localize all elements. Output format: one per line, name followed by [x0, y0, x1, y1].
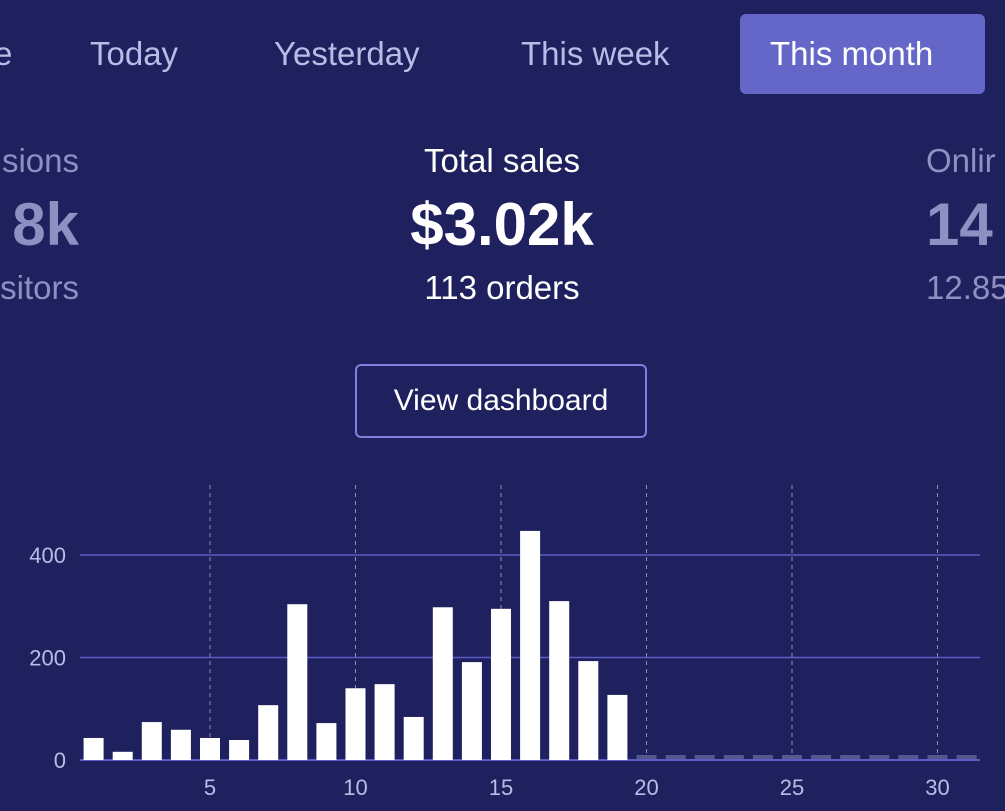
placeholder-bar [694, 755, 715, 759]
tab-today[interactable]: Today [90, 35, 179, 72]
placeholder-bar [956, 755, 977, 759]
stat-label: sions [1, 142, 79, 179]
stat-value: 8k [12, 191, 79, 258]
placeholder-bar [840, 755, 861, 759]
chart-bar [520, 530, 541, 760]
tab-yesterday[interactable]: Yesterday [274, 35, 420, 72]
stat-sub: 113 orders [424, 269, 580, 306]
stat-online: Onlir 14 12.85 [926, 142, 1005, 307]
stat-value: 14 [926, 191, 993, 258]
view-dashboard-button[interactable]: View dashboard [355, 364, 647, 438]
tab-this-week[interactable]: This week [521, 35, 670, 72]
stat-sessions: sions 8k sitors [0, 142, 79, 307]
stat-value: $3.02k [410, 191, 594, 258]
tab-partial[interactable]: e [0, 35, 13, 72]
chart-bar [258, 705, 279, 760]
placeholder-bar [723, 755, 744, 759]
x-tick-label: 15 [489, 775, 513, 800]
stat-label: Total sales [424, 142, 580, 179]
placeholder-bar [665, 755, 686, 759]
chart-bar [83, 737, 104, 760]
stat-total-sales: Total sales $3.02k 113 orders [302, 142, 702, 307]
chart-bar [491, 608, 511, 760]
y-tick-label: 400 [29, 543, 66, 568]
chart-bar [578, 661, 599, 760]
y-tick-label: 200 [29, 646, 66, 671]
chart-bar [170, 729, 191, 760]
x-tick-label: 5 [204, 775, 216, 800]
chart-bar [345, 688, 366, 760]
stat-sub: sitors [0, 269, 79, 306]
placeholder-bar [898, 755, 919, 759]
placeholder-bar [752, 755, 773, 759]
chart-bar [141, 722, 162, 760]
placeholder-bar [927, 755, 948, 759]
placeholder-bar [636, 755, 657, 759]
tab-this-month[interactable]: This month [740, 14, 985, 94]
x-tick-label: 10 [343, 775, 367, 800]
x-tick-label: 30 [925, 775, 949, 800]
chart-bar [287, 604, 308, 760]
chart-bar [549, 601, 570, 760]
chart-bar [229, 740, 250, 760]
chart-bar [316, 723, 337, 760]
placeholder-bar [811, 755, 832, 759]
placeholder-bar [869, 755, 890, 759]
chart-bar [374, 684, 395, 760]
stat-label: Onlir [926, 142, 996, 179]
chart-bar [403, 716, 424, 760]
placeholder-bar [782, 755, 802, 759]
chart-bar [461, 662, 482, 760]
chart-bar [607, 694, 628, 760]
x-tick-label: 20 [634, 775, 658, 800]
chart-bar [200, 737, 220, 760]
y-tick-label: 0 [54, 748, 66, 773]
chart-bar [432, 607, 453, 760]
chart-bar [112, 751, 133, 760]
x-tick-label: 25 [780, 775, 804, 800]
sales-chart: 5 10 15 20 25 30 0 200 400 [29, 485, 980, 800]
stat-sub: 12.85 [926, 269, 1005, 306]
